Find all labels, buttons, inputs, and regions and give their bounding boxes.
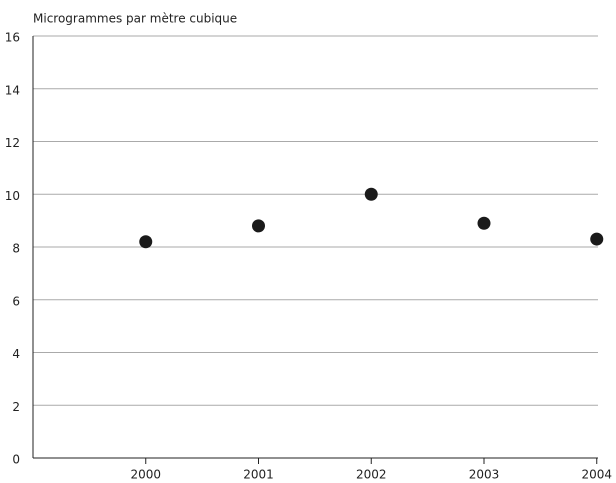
- y-tick-label: 6: [12, 294, 20, 308]
- x-tick-label: 2001: [243, 468, 274, 482]
- x-tick-label: 2002: [356, 468, 387, 482]
- y-tick-label: 8: [12, 242, 20, 256]
- y-tick-label: 10: [5, 189, 20, 203]
- dot: [477, 216, 491, 230]
- y-tick-label: 14: [5, 83, 20, 97]
- dot: [590, 232, 604, 246]
- y-axis-label: Microgrammes par mètre cubique: [33, 12, 237, 26]
- x-tick-label: 2004: [581, 468, 612, 482]
- y-tick-label: 12: [5, 136, 20, 150]
- dot: [364, 187, 378, 201]
- y-tick-label: 2: [12, 400, 20, 414]
- y-tick-label: 4: [12, 347, 20, 361]
- y-tick-label: 0: [12, 453, 20, 467]
- dot: [139, 235, 153, 249]
- x-tick-label: 2003: [469, 468, 500, 482]
- x-tick-label: 2000: [130, 468, 161, 482]
- y-tick-label: 16: [5, 31, 20, 45]
- dot: [252, 219, 265, 233]
